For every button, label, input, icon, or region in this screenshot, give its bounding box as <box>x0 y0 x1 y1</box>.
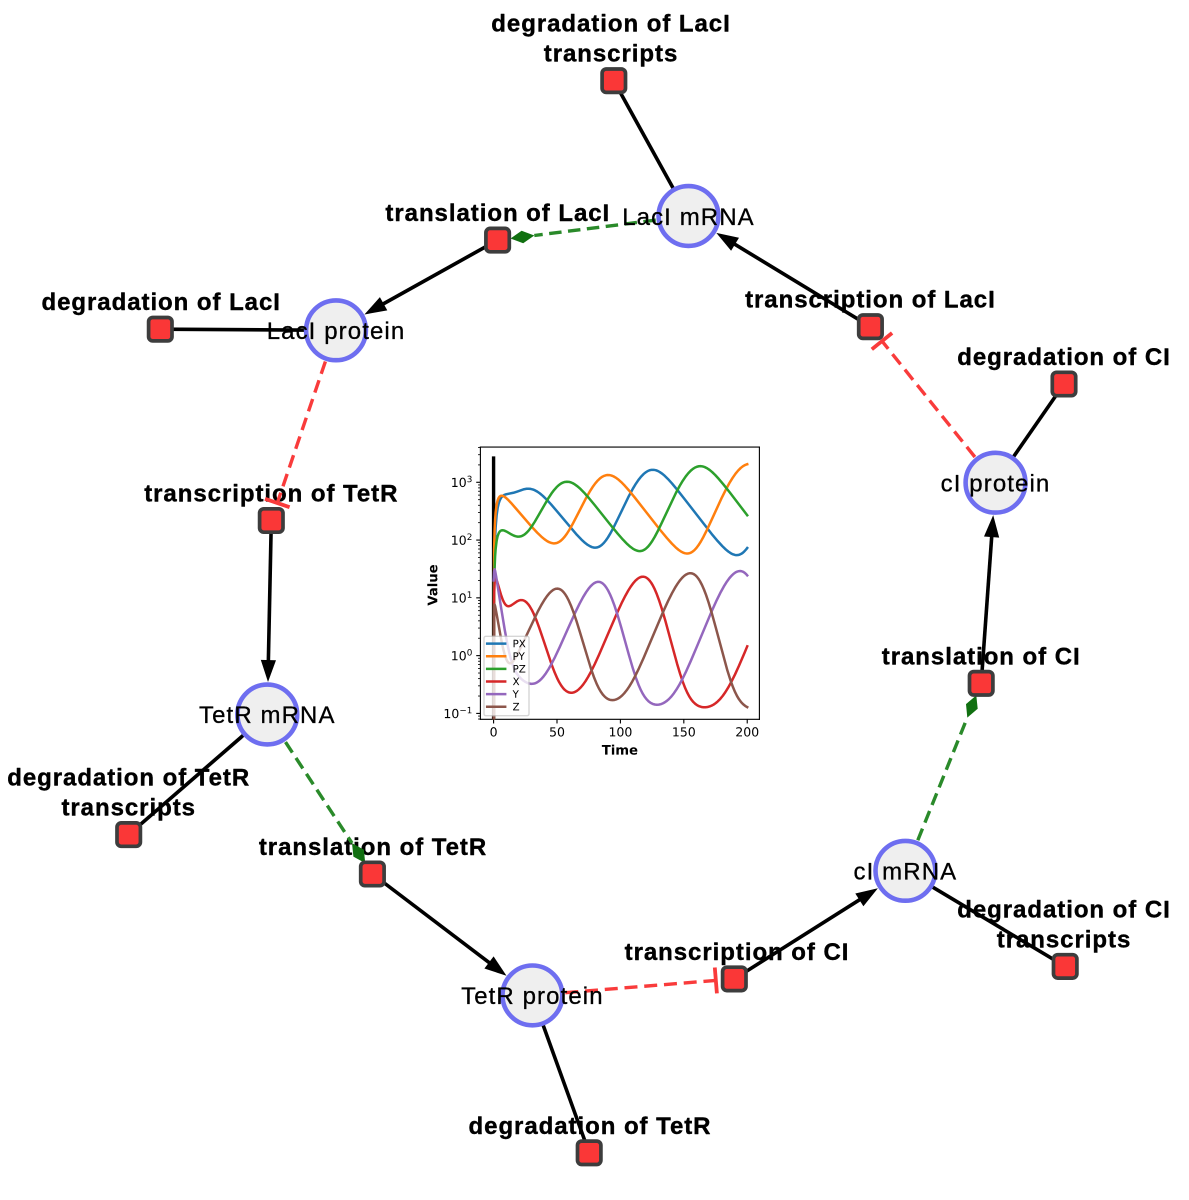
svg-text:degradation of LacI: degradation of LacI <box>491 11 730 38</box>
svg-text:degradation of TetR: degradation of TetR <box>7 765 250 792</box>
svg-text:degradation of TetR: degradation of TetR <box>469 1113 712 1140</box>
svg-text:transcription of TetR: transcription of TetR <box>144 481 398 508</box>
svg-text:transcription of LacI: transcription of LacI <box>745 287 996 314</box>
svg-text:transcripts: transcripts <box>61 795 196 822</box>
svg-text:cI mRNA: cI mRNA <box>854 859 958 886</box>
svg-text:transcripts: transcripts <box>997 926 1132 953</box>
svg-text:translation of CI: translation of CI <box>882 643 1081 670</box>
svg-text:TetR mRNA: TetR mRNA <box>199 702 336 729</box>
svg-text:translation of TetR: translation of TetR <box>259 834 487 861</box>
svg-text:LacI protein: LacI protein <box>267 318 406 345</box>
svg-text:LacI mRNA: LacI mRNA <box>622 204 755 231</box>
svg-text:degradation of CI: degradation of CI <box>957 344 1170 371</box>
svg-text:degradation of CI: degradation of CI <box>957 896 1170 923</box>
svg-text:transcripts: transcripts <box>544 41 679 68</box>
svg-text:translation of LacI: translation of LacI <box>385 200 610 227</box>
svg-text:degradation of LacI: degradation of LacI <box>41 289 280 316</box>
svg-text:TetR protein: TetR protein <box>461 983 604 1010</box>
svg-text:transcription of CI: transcription of CI <box>625 939 850 966</box>
svg-text:cI protein: cI protein <box>941 470 1051 497</box>
